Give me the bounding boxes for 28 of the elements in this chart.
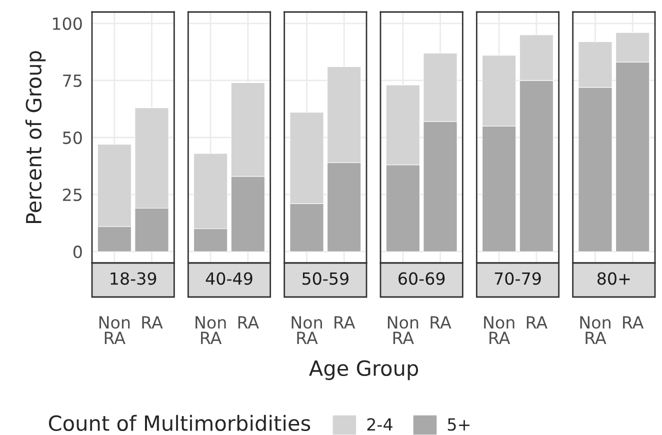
legend-label: 5+ [448, 418, 470, 431]
y-tick-label: 75 [63, 74, 82, 88]
x-tick-label: RA [238, 316, 259, 328]
y-tick-label: 0 [73, 246, 82, 258]
text: 60-69 [398, 272, 445, 285]
text: 80+ [597, 272, 630, 285]
x-axis-title: Age Group [309, 360, 418, 380]
x-tick-label: Non RA [292, 316, 322, 344]
x-tick-label: Non RA [484, 316, 514, 344]
y-axis-title: Percent of Group [25, 51, 46, 224]
text: 18-39 [110, 272, 156, 285]
text: 70-79 [494, 272, 541, 285]
y-tick-label: 100 [52, 17, 82, 30]
text: 50-59 [302, 272, 348, 285]
x-tick-label: Non RA [580, 316, 610, 344]
y-tick-label: 50 [63, 131, 82, 144]
x-tick-label: RA [334, 316, 356, 328]
legend-title: Count of Multimorbidities [48, 414, 310, 432]
x-tick-label: Non RA [196, 316, 226, 344]
x-tick-label: RA [142, 316, 163, 328]
x-tick-label: RA [526, 316, 548, 328]
text: 40-49 [206, 272, 252, 285]
x-tick-label: Non RA [99, 316, 130, 344]
x-tick-label: RA [430, 316, 452, 328]
legend-label: 2-4 [367, 418, 392, 431]
x-tick-label: RA [623, 316, 644, 328]
y-tick-label: 25 [62, 188, 82, 202]
x-tick-label: Non RA [388, 316, 418, 344]
